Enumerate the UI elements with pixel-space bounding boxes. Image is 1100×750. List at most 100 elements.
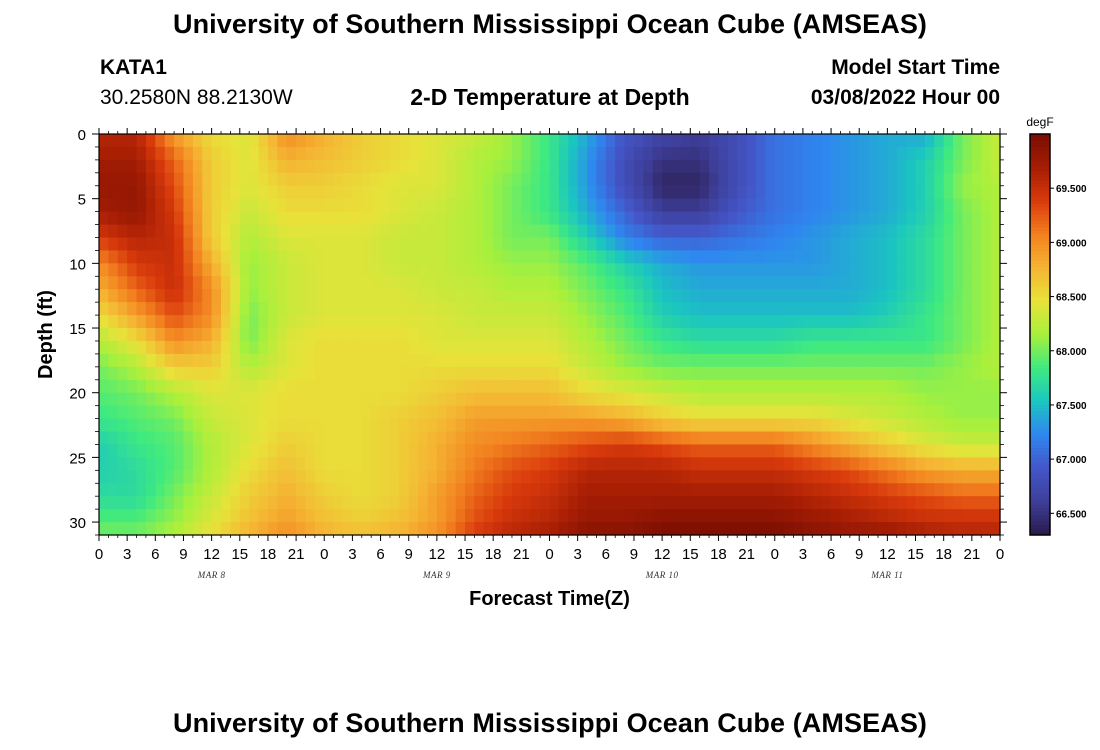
heatmap-cell bbox=[934, 315, 945, 329]
heatmap-cell bbox=[981, 302, 992, 316]
x-tick-label: 15 bbox=[682, 546, 699, 563]
heatmap-cell bbox=[765, 198, 776, 213]
heatmap-cell bbox=[943, 522, 954, 536]
heatmap-cell bbox=[333, 198, 344, 213]
heatmap-cell bbox=[465, 496, 476, 510]
heatmap-cell bbox=[155, 172, 166, 187]
colorbar-segment bbox=[1030, 474, 1050, 479]
heatmap-cell bbox=[286, 483, 297, 497]
heatmap-cell bbox=[399, 353, 410, 368]
colorbar-segment bbox=[1030, 297, 1050, 302]
heatmap-cell bbox=[577, 483, 588, 497]
heatmap-cell bbox=[540, 457, 551, 471]
heatmap-cell bbox=[577, 263, 588, 277]
heatmap-cell bbox=[812, 198, 823, 213]
heatmap-cell bbox=[371, 134, 382, 148]
heatmap-cell bbox=[821, 509, 832, 523]
heatmap-cell bbox=[962, 470, 973, 484]
heatmap-cell bbox=[211, 250, 222, 264]
heatmap-cell bbox=[981, 146, 992, 161]
x-tick-label: 9 bbox=[855, 546, 863, 563]
heatmap-cell bbox=[502, 276, 513, 290]
heatmap-cell bbox=[896, 237, 907, 252]
heatmap-cell bbox=[981, 250, 992, 264]
heatmap-cell bbox=[953, 353, 964, 368]
heatmap-cell bbox=[765, 315, 776, 329]
heatmap-cell bbox=[868, 483, 879, 497]
heatmap-cell bbox=[784, 289, 795, 303]
heatmap-cell bbox=[267, 224, 278, 239]
heatmap-cell bbox=[981, 392, 992, 407]
heatmap-cell bbox=[953, 405, 964, 420]
heatmap-cell bbox=[530, 522, 541, 536]
heatmap-cell bbox=[568, 509, 579, 523]
heatmap-cell bbox=[136, 340, 147, 355]
heatmap-cell bbox=[540, 237, 551, 252]
heatmap-cell bbox=[305, 263, 316, 277]
heatmap-cell bbox=[361, 237, 372, 252]
heatmap-cell bbox=[202, 289, 213, 303]
heatmap-cell bbox=[361, 263, 372, 277]
heatmap-cell bbox=[540, 159, 551, 174]
heatmap-cell bbox=[709, 444, 720, 458]
heatmap-cell bbox=[389, 496, 400, 510]
heatmap-cell bbox=[296, 185, 307, 200]
heatmap-cell bbox=[887, 392, 898, 407]
heatmap-cell bbox=[990, 302, 1001, 316]
heatmap-cell bbox=[221, 379, 231, 394]
heatmap-cell bbox=[587, 134, 598, 148]
heatmap-cell bbox=[343, 224, 354, 239]
heatmap-cell bbox=[624, 146, 635, 161]
heatmap-cell bbox=[305, 405, 316, 420]
heatmap-cell bbox=[549, 366, 560, 381]
heatmap-cell bbox=[511, 198, 522, 213]
heatmap-cell bbox=[352, 418, 363, 433]
heatmap-cell bbox=[511, 457, 522, 471]
heatmap-cell bbox=[380, 509, 391, 523]
heatmap-cell bbox=[258, 250, 269, 264]
heatmap-cell bbox=[821, 302, 832, 316]
heatmap-cell bbox=[709, 353, 720, 368]
heatmap-cell bbox=[633, 289, 644, 303]
heatmap-cell bbox=[399, 263, 410, 277]
heatmap-cell bbox=[174, 185, 185, 200]
heatmap-cell bbox=[333, 289, 344, 303]
heatmap-cell bbox=[971, 483, 982, 497]
heatmap-cell bbox=[192, 302, 203, 316]
heatmap-cell bbox=[343, 444, 354, 458]
heatmap-cell bbox=[924, 379, 935, 394]
heatmap-cell bbox=[465, 263, 476, 277]
heatmap-cell bbox=[474, 146, 485, 161]
heatmap-cell bbox=[633, 198, 644, 213]
heatmap-cell bbox=[915, 315, 926, 329]
heatmap-cell bbox=[727, 198, 738, 213]
heatmap-cell bbox=[662, 379, 673, 394]
heatmap-cell bbox=[652, 224, 663, 239]
heatmap-cell bbox=[727, 418, 738, 433]
heatmap-cell bbox=[577, 509, 588, 523]
heatmap-cell bbox=[727, 509, 738, 523]
heatmap-cell bbox=[690, 302, 701, 316]
heatmap-cell bbox=[680, 237, 691, 252]
heatmap-cell bbox=[549, 522, 560, 536]
heatmap-cell bbox=[652, 315, 663, 329]
heatmap-cell bbox=[155, 340, 166, 355]
heatmap-cell bbox=[286, 353, 297, 368]
heatmap-cell bbox=[296, 405, 307, 420]
heatmap-cell bbox=[549, 315, 560, 329]
heatmap-cell bbox=[671, 340, 682, 355]
heatmap-cell bbox=[502, 457, 513, 471]
colorbar-segment bbox=[1030, 217, 1050, 222]
heatmap-cell bbox=[343, 366, 354, 381]
heatmap-cell bbox=[502, 134, 513, 148]
heatmap-cell bbox=[455, 496, 466, 510]
heatmap-cell bbox=[587, 172, 598, 187]
heatmap-cell bbox=[624, 366, 635, 381]
heatmap-cell bbox=[877, 392, 888, 407]
heatmap-cell bbox=[577, 315, 588, 329]
colorbar-unit: degF bbox=[1026, 115, 1053, 129]
heatmap-cell bbox=[324, 172, 335, 187]
heatmap-cell bbox=[746, 250, 757, 264]
heatmap-cell bbox=[267, 237, 278, 252]
heatmap-cell bbox=[511, 418, 522, 433]
